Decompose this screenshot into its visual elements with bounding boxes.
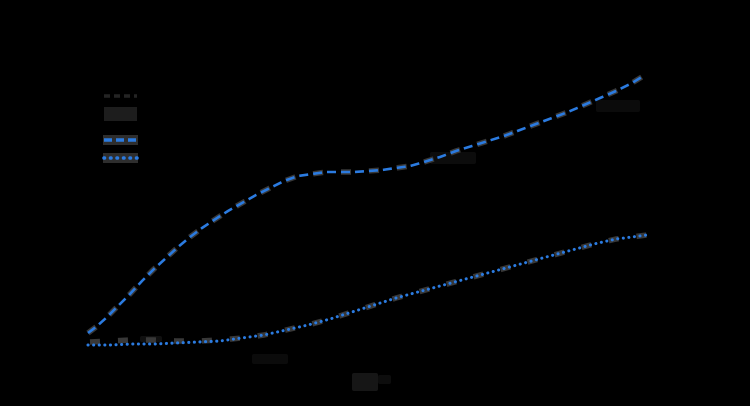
legend-sample-underlay-4 [103, 153, 138, 163]
xlabel-ghost-tail [378, 375, 391, 384]
annotation-ghost-1 [430, 152, 476, 164]
xlabel-ghost [352, 373, 378, 391]
legend-sample-2 [104, 107, 137, 121]
legend [102, 94, 139, 163]
invisible-text-ghosts [140, 100, 640, 391]
series-blue-dashed-upper [87, 73, 646, 335]
line-series [86, 72, 649, 347]
annotation-ghost-3 [252, 354, 288, 364]
series-blue-dotted-lower [86, 233, 649, 347]
annotation-ghost-2 [596, 100, 640, 112]
